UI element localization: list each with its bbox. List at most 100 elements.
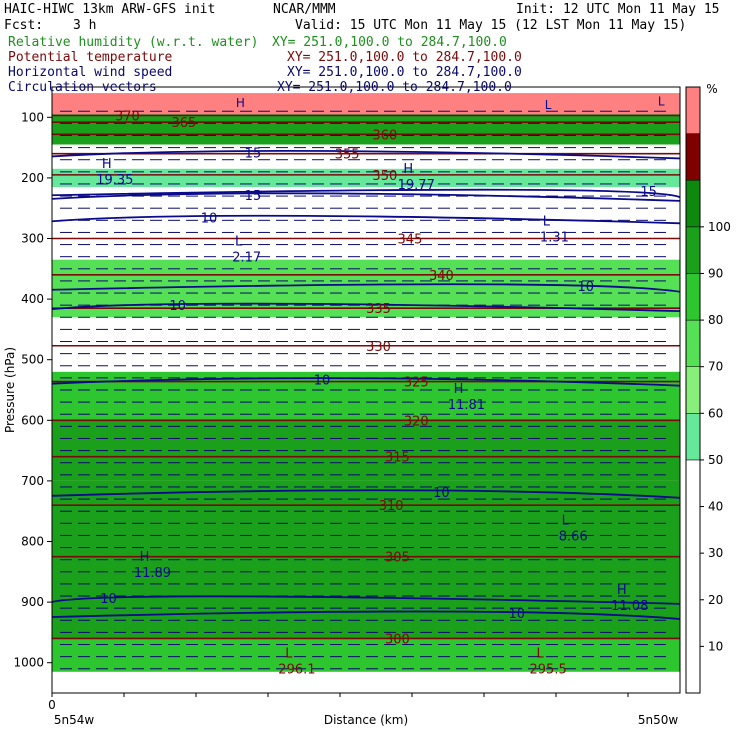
theta-label: 345 — [398, 233, 423, 248]
theta-label: 335 — [366, 302, 391, 317]
top-marker: L — [658, 94, 665, 108]
rh-band — [52, 638, 680, 672]
extremum-value: 296.1 — [278, 663, 315, 678]
model-title: HAIC-HIWC 13km ARW-GFS init — [4, 2, 216, 17]
x-origin-label: 0 — [48, 698, 56, 712]
extremum-marker: H — [617, 583, 627, 598]
x-axis-label: Distance (km) — [324, 713, 408, 727]
wind-speed-contour — [51, 283, 681, 293]
colorbar-bin — [685, 459, 701, 694]
theta-label: 340 — [429, 269, 454, 284]
extremum-marker: H — [403, 162, 413, 177]
colorbar-bin — [685, 86, 701, 134]
colorbar-tick-label: 10 — [708, 639, 723, 653]
rh-band — [52, 144, 680, 169]
field-theta-name: Potential temperature — [8, 50, 173, 65]
colorbar-tick-label: 40 — [708, 500, 723, 514]
rh-band — [52, 114, 680, 145]
wind-speed-contour — [51, 377, 681, 387]
colorbar-bin — [685, 133, 701, 181]
colorbar-bin — [685, 179, 701, 228]
colorbar-bin — [685, 366, 701, 414]
extremum-value: 295.5 — [530, 663, 567, 678]
extremum-value: 1.31 — [540, 231, 569, 246]
y-tick-label: 200 — [21, 171, 44, 185]
wind-speed-label: 10 — [578, 280, 595, 295]
wind-speed-contour — [51, 610, 681, 620]
wind-speed-contour — [51, 595, 681, 605]
extremum-marker: L — [562, 513, 570, 528]
rh-band — [52, 93, 680, 115]
field-vectors-xy: XY= 251.0,100.0 to 284.7,100.0 — [277, 80, 512, 95]
theta-label: 360 — [372, 128, 397, 143]
extremum-marker: H — [102, 157, 112, 172]
wind-speed-label: 10 — [508, 607, 525, 622]
field-rh-xy: XY= 251.0,100.0 to 284.7,100.0 — [272, 35, 507, 50]
theta-label: 370 — [115, 109, 140, 124]
colorbar-tick-label: 100 — [708, 220, 731, 234]
wind-speed-label: 10 — [433, 486, 450, 501]
x-left-label: 5n54w — [54, 713, 95, 727]
extremum-value: 11.81 — [448, 398, 485, 413]
wind-speed-contour — [51, 302, 681, 313]
wind-speed-label: 10 — [201, 211, 218, 226]
extremum-marker: L — [285, 647, 293, 662]
extremum-value: 8.66 — [559, 529, 588, 544]
theta-label: 305 — [385, 551, 410, 566]
colorbar-tick-label: 80 — [708, 313, 723, 327]
wind-speed-contour — [51, 489, 681, 499]
top-marker: H — [236, 96, 245, 110]
wind-speed-contour — [51, 192, 681, 202]
extremum-value: 2.17 — [232, 251, 261, 266]
y-tick-label: 500 — [21, 353, 44, 367]
theta-label: 355 — [335, 148, 360, 163]
colorbar-bin — [685, 413, 701, 461]
theta-label: 315 — [385, 451, 410, 466]
field-rh-name: Relative humidity (w.r.t. water) — [8, 35, 259, 50]
y-tick-label: 700 — [21, 474, 44, 488]
colorbar-tick-label: 60 — [708, 406, 723, 420]
fcst-value: 3 h — [73, 18, 97, 33]
theta-label: 365 — [171, 116, 196, 131]
y-tick-label: 300 — [21, 232, 44, 246]
y-tick-label: 800 — [21, 535, 44, 549]
fcst-label: Fcst: — [4, 18, 44, 33]
x-right-label: 5n50w — [638, 713, 679, 727]
theta-label: 350 — [372, 169, 397, 184]
extremum-marker: H — [140, 550, 150, 565]
wind-speed-label: 10 — [314, 374, 331, 389]
y-tick-label: 400 — [21, 292, 44, 306]
colorbar-frame — [685, 86, 701, 694]
extremum-marker: L — [536, 647, 544, 662]
y-tick-label: 1000 — [13, 656, 44, 670]
extremum-value: 11.08 — [611, 599, 648, 614]
y-tick-label: 100 — [21, 110, 44, 124]
init-time: Init: 12 UTC Mon 11 May 15 — [516, 2, 720, 17]
field-vectors-name: Circulation vectors — [8, 80, 157, 95]
colorbar-bin — [685, 273, 701, 321]
colorbar-unit: % — [706, 82, 717, 96]
theta-label: 310 — [379, 499, 404, 514]
top-marker: L — [545, 98, 552, 112]
wind-speed-label: 15 — [245, 146, 262, 161]
y-tick-label: 900 — [21, 595, 44, 609]
field-wind-xy: XY= 251.0,100.0 to 284.7,100.0 — [287, 65, 522, 80]
colorbar-bin — [685, 319, 701, 367]
extremum-marker: L — [543, 215, 551, 230]
field-wind-name: Horizontal wind speed — [8, 65, 173, 80]
extremum-value: 19.35 — [96, 173, 133, 188]
colorbar-tick-label: 90 — [708, 266, 723, 280]
colorbar-bin — [685, 226, 701, 274]
colorbar-tick-label: 70 — [708, 360, 723, 374]
rh-band — [52, 168, 680, 187]
extremum-marker: L — [235, 235, 243, 250]
wind-speed-contour — [51, 150, 681, 160]
rh-band — [52, 186, 680, 260]
y-tick-label: 600 — [21, 413, 44, 427]
wind-speed-label: 10 — [100, 592, 117, 607]
theta-label: 320 — [404, 414, 429, 429]
rh-band — [52, 317, 680, 372]
colorbar-tick-label: 50 — [708, 453, 723, 467]
extremum-value: 19.77 — [398, 178, 435, 193]
